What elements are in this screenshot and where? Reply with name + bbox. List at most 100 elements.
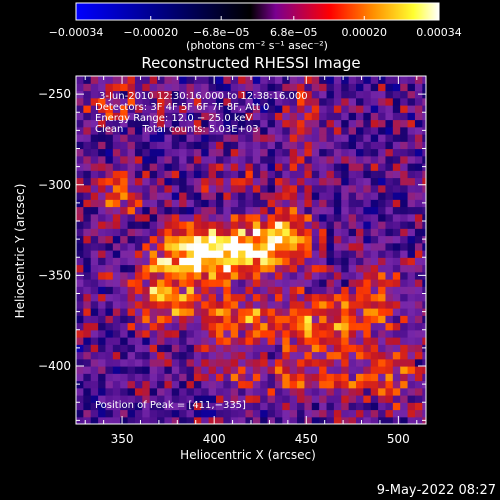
heatmap-cell (238, 192, 247, 200)
heatmap-cell (179, 119, 188, 128)
heatmap-cell (319, 105, 328, 113)
heatmap-cell (245, 300, 254, 309)
heatmap-cell (414, 242, 423, 251)
heatmap-cell (356, 387, 364, 396)
heatmap-cell (120, 213, 129, 222)
heatmap-cell (90, 235, 99, 244)
heatmap-cell (193, 141, 202, 150)
heatmap-cell (356, 257, 364, 266)
heatmap-cell (238, 163, 247, 171)
heatmap-cell (341, 402, 350, 411)
heatmap-cell (142, 163, 151, 171)
colorbar-tick-label: −6.8e−05 (193, 26, 250, 39)
heatmap-cell (326, 395, 335, 403)
heatmap-cell (230, 286, 239, 295)
heatmap-cell (208, 155, 217, 164)
heatmap-cell (201, 184, 210, 193)
heatmap-cell (238, 90, 247, 99)
heatmap-cell (186, 119, 195, 128)
heatmap-cell (149, 126, 158, 135)
heatmap-cell (348, 221, 357, 229)
heatmap-cell (267, 228, 276, 237)
heatmap-cell (378, 105, 387, 113)
heatmap-cell (333, 300, 342, 309)
heatmap-cell (319, 184, 328, 193)
heatmap-cell (414, 293, 423, 302)
heatmap-cell (267, 155, 276, 164)
heatmap-cell (193, 329, 202, 338)
heatmap-cell (311, 119, 320, 128)
heatmap-cell (378, 112, 387, 121)
heatmap-cell (105, 119, 114, 128)
heatmap-cell (319, 177, 328, 186)
heatmap-cell (333, 286, 342, 295)
heatmap-cell (326, 271, 335, 280)
heatmap-cell (120, 228, 129, 237)
heatmap-cell (112, 199, 121, 208)
heatmap-cell (333, 315, 342, 324)
heatmap-cell (179, 76, 188, 84)
heatmap-cell (267, 329, 276, 338)
heatmap-cell (90, 351, 99, 360)
heatmap-cell (274, 380, 283, 389)
heatmap-cell (83, 76, 92, 84)
heatmap-cell (363, 257, 372, 266)
heatmap-cell (422, 141, 426, 150)
heatmap-cell (216, 308, 224, 316)
heatmap-cell (304, 90, 313, 99)
heatmap-cell (282, 409, 291, 418)
heatmap-cell (304, 402, 313, 411)
heatmap-cell (370, 126, 379, 135)
heatmap-cell (260, 409, 269, 418)
heatmap-cell (201, 358, 210, 367)
heatmap-cell (319, 373, 328, 382)
heatmap-cell (385, 221, 394, 229)
heatmap-cell (105, 141, 114, 150)
heatmap-cell (333, 221, 342, 229)
heatmap-cell (311, 235, 320, 244)
heatmap-cell (134, 250, 143, 258)
heatmap-cell (356, 373, 364, 382)
heatmap-cell (252, 271, 261, 280)
heatmap-cell (112, 192, 121, 200)
heatmap-cell (179, 402, 188, 411)
heatmap-cell (112, 409, 121, 418)
heatmap-cell (414, 373, 423, 382)
heatmap-cell (311, 192, 320, 200)
heatmap-cell (333, 293, 342, 302)
heatmap-cell (179, 155, 188, 164)
heatmap-cell (326, 387, 335, 396)
heatmap-cell (149, 235, 158, 244)
heatmap-cell (142, 250, 151, 258)
heatmap-cell (186, 358, 195, 367)
heatmap-cell (363, 221, 372, 229)
heatmap-cell (252, 409, 261, 418)
heatmap-cell (201, 141, 210, 150)
heatmap-cell (341, 221, 350, 229)
heatmap-cell (370, 409, 379, 418)
heatmap-cell (400, 337, 409, 345)
heatmap-cell (252, 366, 261, 374)
heatmap-cell (134, 119, 143, 128)
heatmap-cell (304, 228, 313, 237)
heatmap-cell (267, 315, 276, 324)
heatmap-cell (238, 177, 247, 186)
heatmap-cell (179, 387, 188, 396)
heatmap-cell (230, 83, 239, 92)
heatmap-cell (216, 250, 224, 258)
heatmap-cell (157, 83, 166, 92)
heatmap-cell (120, 279, 129, 287)
heatmap-cell (83, 235, 92, 244)
heatmap-cell (193, 235, 202, 244)
heatmap-cell (400, 105, 409, 113)
heatmap-cell (208, 184, 217, 193)
heatmap-cell (326, 366, 335, 374)
heatmap-cell (179, 286, 188, 295)
heatmap-cell (378, 373, 387, 382)
heatmap-cell (120, 192, 129, 200)
heatmap-cell (157, 380, 166, 389)
heatmap-cell (164, 402, 173, 411)
heatmap-cell (112, 387, 121, 396)
heatmap-cell (378, 192, 387, 200)
heatmap-cell (356, 90, 364, 99)
